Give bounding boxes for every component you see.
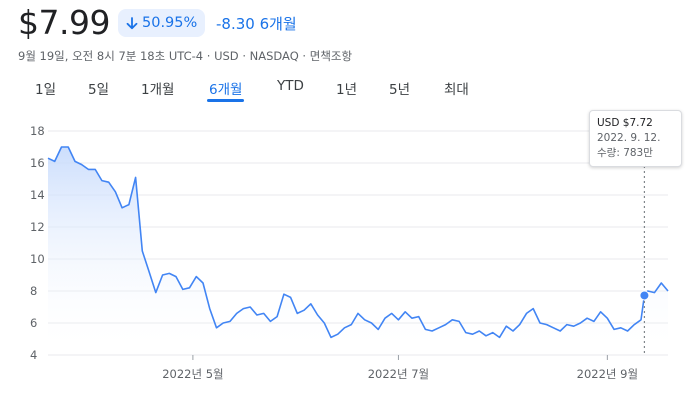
tab-label: 1년 bbox=[336, 82, 358, 98]
tab-5d[interactable]: 5일 bbox=[88, 78, 109, 98]
tab-1d[interactable]: 1일 bbox=[35, 78, 56, 98]
y-tick-label: 4 bbox=[30, 348, 37, 362]
tab-label: 6개월 bbox=[209, 82, 243, 98]
tab-ytd[interactable]: YTD bbox=[277, 78, 304, 94]
quote-meta: 9월 19일, 오전 8시 7분 18초 UTC-4 · USD · NASDA… bbox=[18, 49, 353, 63]
tab-5y[interactable]: 5년 bbox=[389, 78, 410, 98]
y-tick-label: 8 bbox=[30, 284, 37, 298]
y-tick-label: 16 bbox=[30, 156, 45, 170]
active-tab-indicator bbox=[207, 99, 245, 102]
y-tick-label: 14 bbox=[30, 188, 45, 202]
price-line bbox=[47, 146, 669, 339]
tab-label: 5일 bbox=[88, 82, 110, 98]
tab-label: 1일 bbox=[35, 82, 57, 98]
hover-tooltip: USD $7.72 2022. 9. 12. 수량: 783만 bbox=[589, 110, 682, 167]
tab-label: 1개월 bbox=[141, 82, 175, 98]
tab-label: YTD bbox=[277, 78, 304, 94]
price-area bbox=[48, 147, 668, 355]
arrow-down-icon bbox=[126, 16, 138, 30]
tab-max[interactable]: 최대 bbox=[444, 78, 469, 98]
tab-6m[interactable]: 6개월 bbox=[207, 78, 245, 102]
x-tick-label: 2022년 7월 bbox=[368, 367, 429, 381]
tab-1y[interactable]: 1년 bbox=[336, 78, 357, 98]
tooltip-date: 2022. 9. 12. bbox=[597, 132, 661, 144]
current-price: $7.99 bbox=[18, 3, 110, 42]
tab-1m[interactable]: 1개월 bbox=[141, 78, 174, 98]
hover-point bbox=[639, 290, 650, 301]
y-tick-label: 12 bbox=[30, 220, 45, 234]
change-absolute: -8.30 6개월 bbox=[216, 15, 297, 33]
x-tick-label: 2022년 5월 bbox=[162, 367, 223, 381]
tab-label: 최대 bbox=[444, 82, 469, 98]
tooltip-price: USD $7.72 bbox=[597, 117, 653, 129]
tooltip-volume: 수량: 783만 bbox=[597, 147, 653, 159]
change-percent: 50.95% bbox=[142, 15, 198, 31]
tab-label: 5년 bbox=[389, 82, 411, 98]
y-tick-label: 10 bbox=[30, 252, 45, 266]
y-tick-label: 18 bbox=[30, 124, 45, 138]
change-percent-badge: 50.95% bbox=[118, 9, 206, 37]
x-tick-label: 2022년 9월 bbox=[577, 367, 638, 381]
y-tick-label: 6 bbox=[30, 316, 37, 330]
